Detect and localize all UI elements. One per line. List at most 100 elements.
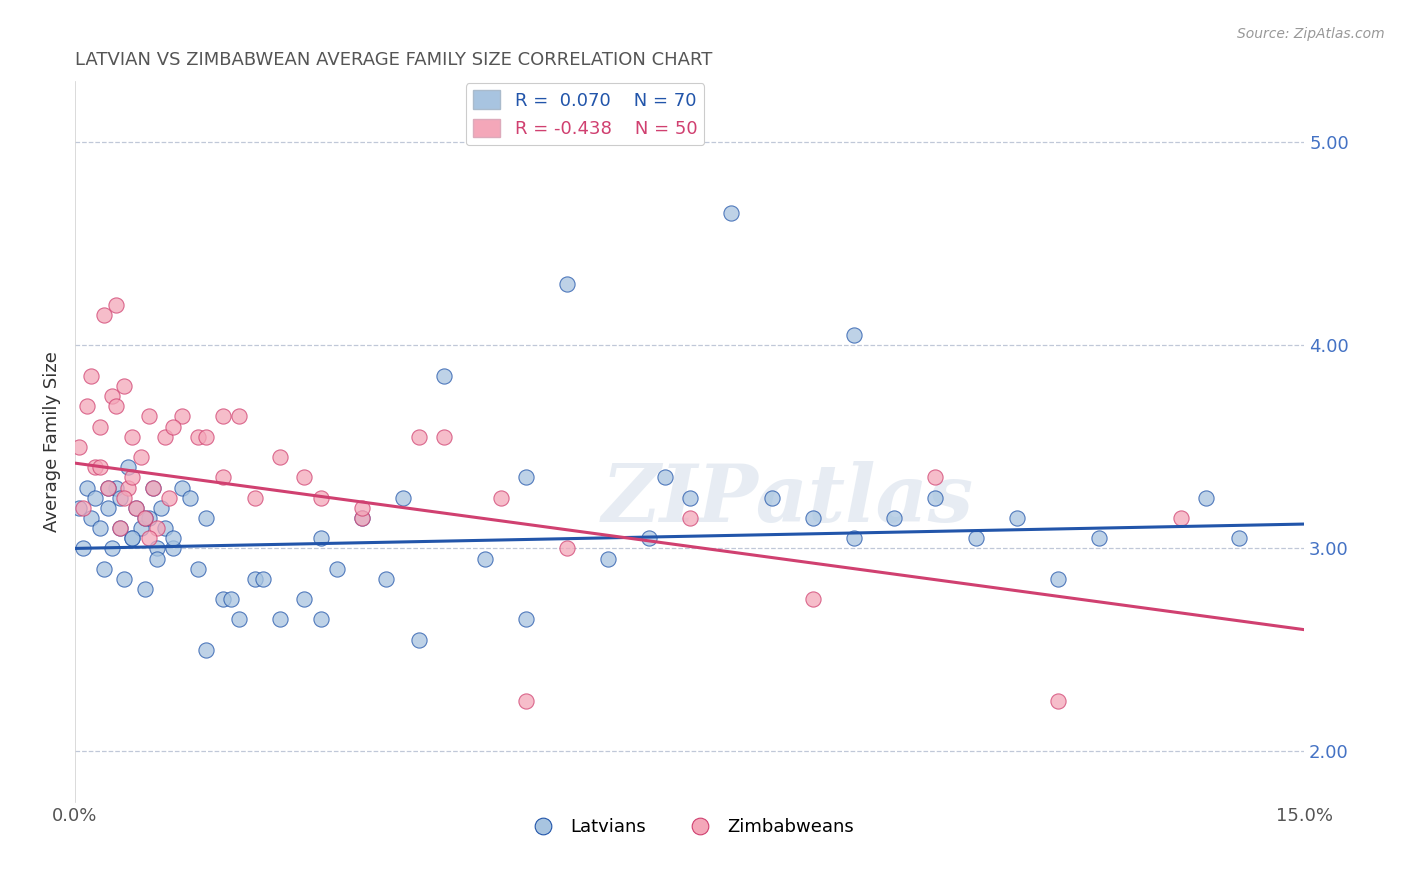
Point (489, 491, 512, 505)
Point (720, 206, 742, 220)
Point (108, 491, 131, 505)
Point (245, 572, 267, 586)
Point (515, 613, 537, 627)
Point (89, 521, 111, 535)
Point (211, 470, 233, 484)
Point (228, 409, 250, 424)
Point (97, 481, 120, 495)
Point (146, 521, 169, 535)
Point (678, 491, 700, 505)
Point (433, 368, 456, 383)
Point (146, 551, 169, 566)
Point (157, 491, 180, 505)
Point (138, 409, 160, 424)
Point (67, 440, 90, 454)
Point (596, 551, 619, 566)
Point (142, 481, 165, 495)
Point (211, 409, 233, 424)
Point (187, 430, 209, 444)
Point (408, 632, 430, 647)
Point (474, 551, 496, 566)
Point (89, 460, 111, 475)
Point (654, 470, 676, 484)
Point (375, 572, 398, 586)
Point (134, 511, 156, 525)
Point (125, 500, 148, 515)
Point (555, 541, 578, 556)
Point (129, 521, 152, 535)
Point (350, 511, 373, 525)
Point (883, 511, 905, 525)
Text: ZIPatlas: ZIPatlas (602, 461, 974, 538)
Point (162, 541, 184, 556)
Point (326, 562, 349, 576)
Point (294, 470, 316, 484)
Point (170, 409, 193, 424)
Point (117, 460, 139, 475)
Point (80, 368, 103, 383)
Point (842, 328, 865, 343)
Point (121, 531, 143, 545)
Point (350, 500, 373, 515)
Point (84, 460, 107, 475)
Point (1047, 694, 1070, 708)
Point (269, 613, 291, 627)
Point (108, 521, 131, 535)
Point (515, 470, 537, 484)
Point (72, 500, 94, 515)
Point (108, 521, 131, 535)
Point (150, 500, 173, 515)
Point (138, 531, 160, 545)
Point (309, 491, 332, 505)
Point (153, 430, 176, 444)
Point (138, 511, 160, 525)
Point (80, 511, 103, 525)
Point (195, 430, 218, 444)
Point (67, 500, 90, 515)
Point (125, 500, 148, 515)
Point (187, 562, 209, 576)
Point (93, 308, 115, 322)
Point (252, 572, 274, 586)
Point (72, 541, 94, 556)
Point (162, 419, 184, 434)
Point (179, 491, 201, 505)
Point (97, 500, 120, 515)
Text: LATVIAN VS ZIMBABWEAN AVERAGE FAMILY SIZE CORRELATION CHART: LATVIAN VS ZIMBABWEAN AVERAGE FAMILY SIZ… (75, 51, 713, 69)
Legend: Latvians, Zimbabweans: Latvians, Zimbabweans (517, 811, 862, 844)
Point (555, 277, 578, 292)
Point (76, 481, 98, 495)
Point (228, 613, 250, 627)
Point (842, 531, 865, 545)
Point (93, 562, 115, 576)
Point (121, 531, 143, 545)
Point (142, 481, 165, 495)
Point (801, 592, 824, 607)
Point (637, 531, 659, 545)
Point (134, 582, 156, 596)
Point (1007, 511, 1029, 525)
Point (309, 613, 332, 627)
Point (195, 643, 218, 657)
Point (112, 572, 135, 586)
Point (121, 430, 143, 444)
Point (1088, 531, 1111, 545)
Point (350, 511, 373, 525)
Point (129, 450, 152, 464)
Point (309, 531, 332, 545)
Point (294, 592, 316, 607)
Point (104, 481, 127, 495)
Point (1227, 531, 1250, 545)
Point (84, 491, 107, 505)
Point (1195, 491, 1218, 505)
Point (269, 450, 291, 464)
Point (112, 491, 135, 505)
Point (170, 481, 193, 495)
Point (924, 491, 946, 505)
Point (134, 511, 156, 525)
Point (89, 419, 111, 434)
Text: Source: ZipAtlas.com: Source: ZipAtlas.com (1237, 27, 1385, 41)
Point (801, 511, 824, 525)
Point (146, 541, 169, 556)
Point (433, 430, 456, 444)
